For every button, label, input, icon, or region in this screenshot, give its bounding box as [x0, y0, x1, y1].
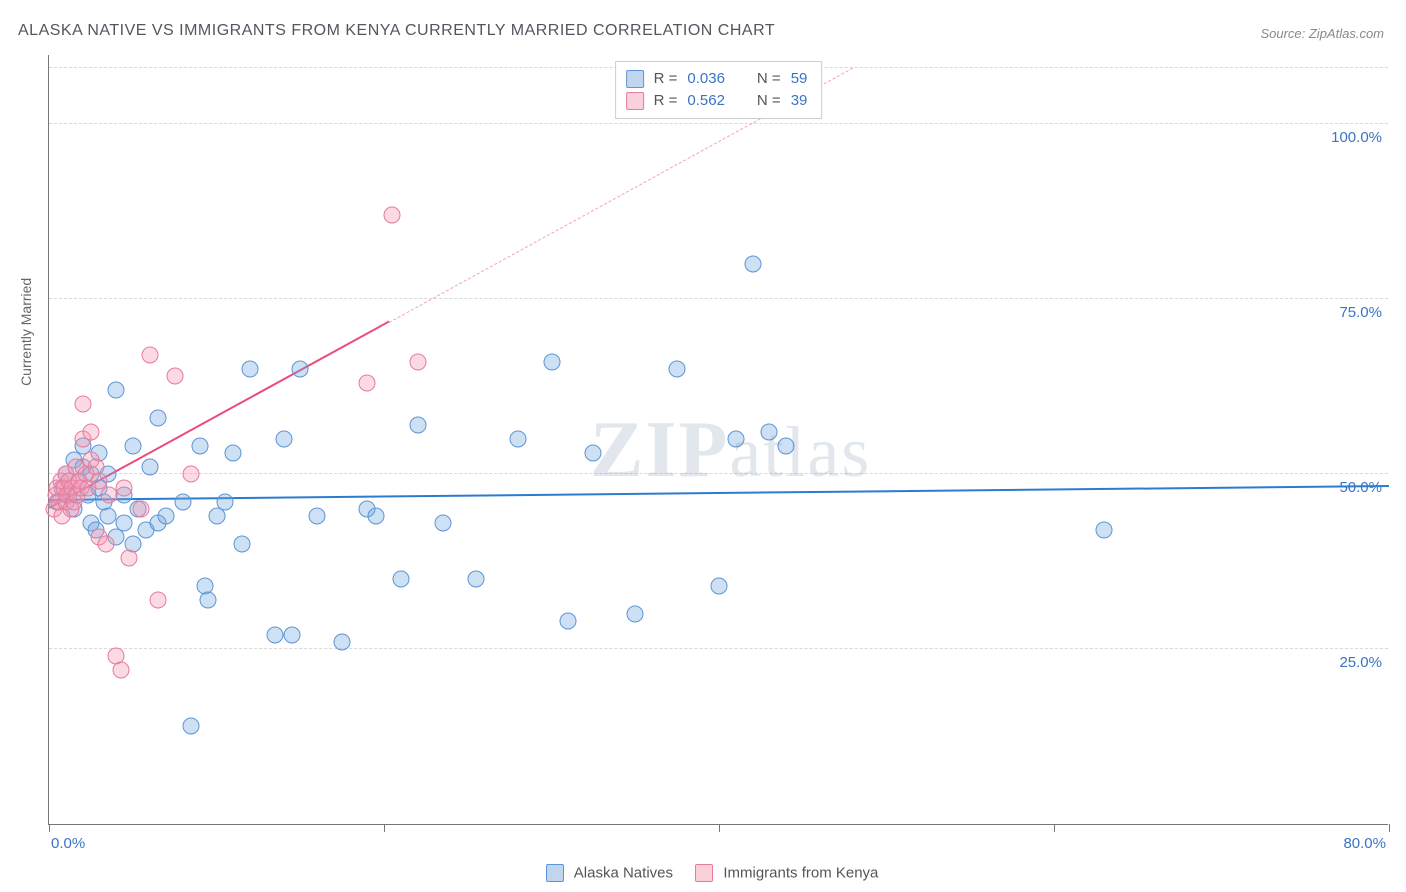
- data-point: [183, 718, 200, 735]
- data-point: [283, 627, 300, 644]
- data-point: [585, 445, 602, 462]
- data-point: [82, 424, 99, 441]
- data-point: [166, 368, 183, 385]
- legend-swatch-blue: [626, 70, 644, 88]
- r-label: R =: [654, 68, 678, 90]
- legend-label: Immigrants from Kenya: [723, 865, 878, 882]
- r-value: 0.036: [687, 68, 725, 90]
- data-point: [727, 431, 744, 448]
- x-tick-label: 0.0%: [51, 835, 85, 852]
- data-point: [392, 571, 409, 588]
- data-point: [359, 375, 376, 392]
- data-point: [108, 382, 125, 399]
- x-tick: [1389, 824, 1390, 832]
- r-label: R =: [654, 90, 678, 112]
- x-tick: [49, 824, 50, 832]
- trend-line: [49, 485, 1389, 501]
- data-point: [124, 438, 141, 455]
- gridline: [49, 473, 1388, 474]
- x-tick-label: 80.0%: [1343, 835, 1386, 852]
- data-point: [384, 207, 401, 224]
- data-point: [113, 662, 130, 679]
- data-point: [292, 361, 309, 378]
- y-tick-label: 25.0%: [1339, 654, 1382, 671]
- data-point: [267, 627, 284, 644]
- legend-label: Alaska Natives: [574, 865, 673, 882]
- data-point: [116, 480, 133, 497]
- data-point: [468, 571, 485, 588]
- r-value: 0.562: [687, 90, 725, 112]
- data-point: [149, 410, 166, 427]
- data-point: [141, 459, 158, 476]
- data-point: [711, 578, 728, 595]
- gridline: [49, 123, 1388, 124]
- data-point: [434, 515, 451, 532]
- legend-bottom: Alaska Natives Immigrants from Kenya: [0, 864, 1406, 882]
- legend-swatch-pink: [626, 92, 644, 110]
- data-point: [543, 354, 560, 371]
- data-point: [409, 417, 426, 434]
- n-label: N =: [757, 68, 781, 90]
- n-value: 59: [791, 68, 808, 90]
- x-tick: [384, 824, 385, 832]
- data-point: [275, 431, 292, 448]
- data-point: [200, 592, 217, 609]
- y-tick-label: 75.0%: [1339, 304, 1382, 321]
- data-point: [242, 361, 259, 378]
- data-point: [149, 592, 166, 609]
- legend-row: R = 0.036 N = 59: [626, 68, 808, 90]
- legend-swatch-pink: [695, 864, 713, 882]
- data-point: [97, 536, 114, 553]
- data-point: [191, 438, 208, 455]
- data-point: [367, 508, 384, 525]
- gridline: [49, 648, 1388, 649]
- data-point: [175, 494, 192, 511]
- y-tick-label: 50.0%: [1339, 479, 1382, 496]
- y-tick-label: 100.0%: [1331, 129, 1382, 146]
- data-point: [133, 501, 150, 518]
- data-point: [627, 606, 644, 623]
- data-point: [158, 508, 175, 525]
- data-point: [141, 347, 158, 364]
- data-point: [510, 431, 527, 448]
- scatter-chart: 25.0%50.0%75.0%100.0%0.0%80.0%R =0.036N …: [48, 55, 1388, 825]
- data-point: [1096, 522, 1113, 539]
- data-point: [669, 361, 686, 378]
- data-point: [116, 515, 133, 532]
- legend-stats: R = 0.036 N = 59 R = 0.562 N = 39: [615, 61, 823, 119]
- data-point: [409, 354, 426, 371]
- data-point: [334, 634, 351, 651]
- data-point: [233, 536, 250, 553]
- source-attribution: Source: ZipAtlas.com: [1260, 26, 1384, 41]
- data-point: [761, 424, 778, 441]
- data-point: [216, 494, 233, 511]
- data-point: [225, 445, 242, 462]
- data-point: [99, 508, 116, 525]
- data-point: [309, 508, 326, 525]
- legend-swatch-blue: [546, 864, 564, 882]
- data-point: [183, 466, 200, 483]
- data-point: [74, 396, 91, 413]
- data-point: [121, 550, 138, 567]
- n-value: 39: [791, 90, 808, 112]
- data-point: [560, 613, 577, 630]
- x-tick: [1054, 824, 1055, 832]
- x-tick: [719, 824, 720, 832]
- y-axis-label: Currently Married: [18, 278, 34, 386]
- data-point: [778, 438, 795, 455]
- chart-title: ALASKA NATIVE VS IMMIGRANTS FROM KENYA C…: [18, 22, 775, 40]
- data-point: [744, 256, 761, 273]
- n-label: N =: [757, 90, 781, 112]
- gridline: [49, 298, 1388, 299]
- legend-row: R = 0.562 N = 39: [626, 90, 808, 112]
